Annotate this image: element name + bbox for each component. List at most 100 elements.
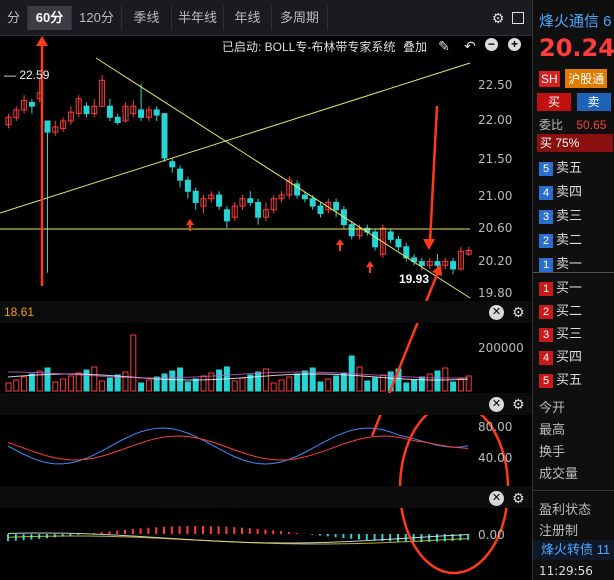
sell-level-label: 卖四: [556, 184, 583, 199]
candle-body: [379, 227, 386, 255]
brush-icon[interactable]: ✎: [438, 38, 450, 54]
candle-body: [138, 109, 145, 118]
candle-body: [130, 105, 137, 115]
candle-body: [442, 261, 449, 266]
price-axis-label: 20.20: [478, 254, 513, 268]
gear-icon[interactable]: ⚙: [491, 10, 505, 26]
sell-level: 1 卖一: [539, 253, 614, 272]
volume-bar: [294, 373, 301, 392]
buy-ratio-bar: 买 75%: [537, 134, 613, 152]
volume-bar: [5, 382, 12, 392]
candle-body: [333, 201, 340, 211]
sell-level: 4 卖四: [539, 181, 614, 200]
buy-level-label: 买二: [556, 303, 583, 318]
up-arrow-icon: [186, 219, 194, 231]
close-icon[interactable]: ✕: [489, 491, 504, 506]
volume-bar: [161, 373, 168, 392]
market-badge: SH: [539, 71, 560, 87]
candle-body: [216, 194, 223, 207]
candle-body: [200, 198, 207, 207]
chart-area: 已启动: BOLL专-布林带专家系统 叠加 ✎ ↶ − + 22.50 22.0…: [0, 36, 532, 580]
sell-level-label: 卖二: [556, 232, 583, 247]
kdj-panel-header: [0, 393, 532, 415]
volume-bar: [52, 381, 59, 392]
period-tab-half-year[interactable]: 半年线: [172, 6, 224, 30]
kdj-axis-label: 40.00: [478, 451, 513, 465]
undo-icon[interactable]: ↶: [464, 38, 476, 54]
volume-bar: [457, 378, 464, 392]
candle-body: [91, 105, 98, 115]
price-axis-label: 21.00: [478, 189, 513, 203]
volume-bar: [208, 372, 215, 392]
candle-body: [75, 98, 82, 115]
minus-icon[interactable]: −: [485, 38, 498, 51]
period-tab-60min[interactable]: 60分: [28, 6, 72, 30]
indicator-status: 已启动: BOLL专-布林带专家系统: [222, 40, 396, 54]
volume-bar: [169, 370, 176, 392]
sell-button[interactable]: 卖: [576, 93, 611, 111]
close-icon[interactable]: ✕: [489, 305, 504, 320]
kdj-d-line: [7, 435, 469, 461]
volume-bar: [411, 379, 418, 392]
candle-body: [21, 99, 28, 111]
plus-icon[interactable]: +: [508, 38, 521, 51]
period-tab-quarter[interactable]: 季线: [122, 6, 172, 30]
candle-body: [67, 111, 74, 122]
volume-bar: [114, 374, 121, 392]
period-tab-multi[interactable]: 多周期: [272, 6, 328, 30]
candle-body: [106, 105, 113, 118]
candle-body: [395, 238, 402, 248]
volume-bar: [325, 378, 332, 392]
candle-body: [13, 109, 20, 118]
close-icon[interactable]: ✕: [489, 397, 504, 412]
volume-bar: [138, 382, 145, 392]
sell-level: 5 卖五: [539, 157, 614, 176]
candle-body: [223, 209, 230, 222]
buy-level-label: 买四: [556, 349, 583, 364]
volume-bar: [21, 376, 28, 392]
overlay-button[interactable]: 叠加: [403, 40, 428, 54]
volume-bar: [333, 375, 340, 392]
candlestick-chart: [0, 36, 510, 575]
low-price-label: 19.93: [399, 272, 430, 286]
gear-icon[interactable]: ⚙: [512, 304, 525, 320]
candle-body: [177, 168, 184, 181]
stat-open: 今开: [539, 400, 566, 415]
arrow-head-icon: [36, 36, 48, 46]
sell-level-num: 3: [539, 209, 553, 224]
candle-body: [99, 79, 106, 107]
buy-level-label: 买三: [556, 326, 583, 341]
gear-icon[interactable]: ⚙: [512, 490, 525, 506]
layout-icon[interactable]: [512, 12, 524, 24]
buy-level-num: 5: [539, 373, 553, 388]
volume-bar: [36, 370, 43, 392]
volume-axis-label: 200000: [478, 341, 524, 355]
buy-level: 3 买三: [539, 323, 614, 342]
volume-bar: [60, 378, 67, 392]
period-tab-120min[interactable]: 120分: [72, 6, 122, 30]
buy-level-num: 4: [539, 350, 553, 365]
buy-button[interactable]: 买: [537, 93, 571, 111]
up-arrow-icon: [336, 239, 344, 251]
period-tab-year[interactable]: 年线: [224, 6, 272, 30]
candle-body: [44, 120, 51, 133]
volume-bar: [418, 376, 425, 392]
arrow-head-icon: [432, 264, 442, 276]
connect-badge: 沪股通: [565, 69, 608, 88]
candle-body: [387, 231, 394, 240]
volume-bar: [145, 379, 152, 392]
volume-bar: [450, 381, 457, 392]
volume-bar: [44, 367, 51, 392]
period-tab-partial[interactable]: 分: [0, 6, 28, 30]
candle-body: [325, 201, 332, 211]
convertible-bond[interactable]: 烽火转债 11: [533, 540, 614, 560]
gear-icon[interactable]: ⚙: [512, 396, 525, 412]
volume-bar: [99, 380, 106, 392]
candle-body: [145, 109, 152, 118]
stock-price: 20.24: [539, 34, 614, 62]
kdj-k-line: [7, 427, 469, 465]
macd-axis-label: 0.00: [478, 528, 505, 542]
candle-body: [309, 198, 316, 207]
volume-bar: [231, 380, 238, 392]
candle-body: [301, 194, 308, 200]
